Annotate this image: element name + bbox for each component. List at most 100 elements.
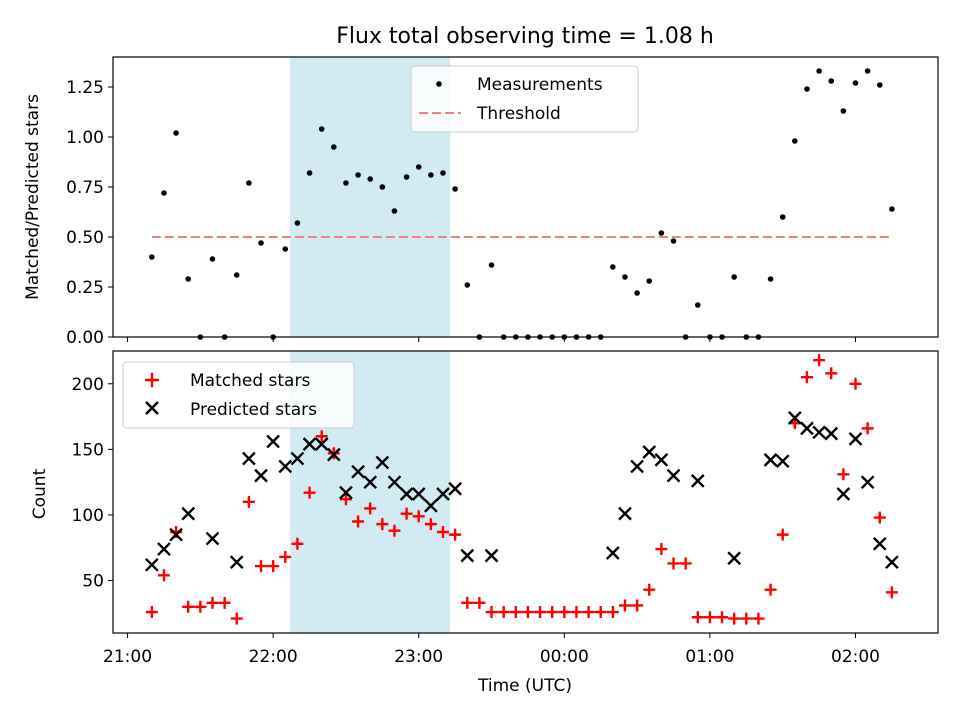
matched-star-point	[473, 596, 486, 609]
predicted-star-point	[860, 475, 875, 490]
predicted-star-point	[424, 498, 438, 513]
predicted-star-point	[763, 453, 778, 467]
top-y-tick-label: 0.00	[66, 328, 104, 348]
matched-star-point	[546, 606, 559, 619]
predicted-star-point	[339, 485, 353, 500]
top-title: Flux total observing time = 1.08 h	[336, 24, 714, 49]
predicted-star-point	[205, 531, 220, 546]
measurement-point	[294, 220, 301, 226]
predicted-star-point	[290, 451, 305, 466]
measurement-point	[258, 240, 264, 246]
matched-star-point	[691, 611, 704, 624]
x-tick-label: 21:00	[103, 647, 152, 667]
top-x-ticks	[127, 337, 856, 342]
top-axes-frame	[112, 56, 939, 338]
matched-star-point	[558, 606, 571, 619]
predicted-star-point	[254, 468, 268, 483]
matched-star-point	[509, 606, 522, 619]
measurement-point	[622, 274, 628, 280]
measurement-point	[852, 80, 859, 86]
matched-star-point	[218, 596, 231, 609]
matched-star-point	[618, 599, 631, 612]
top-legend-box	[410, 65, 639, 133]
predicted-star-point	[302, 437, 317, 451]
matched-star-point	[424, 518, 437, 531]
predicted-star-point	[448, 481, 462, 496]
matched-star-point	[631, 599, 644, 612]
measurement-point	[185, 276, 192, 282]
predicted-star-point	[727, 551, 742, 566]
predicted-star-point	[606, 546, 620, 560]
measurement-point	[670, 238, 677, 244]
predicted-star-point	[436, 487, 450, 501]
matched-star-point	[582, 606, 595, 619]
matched-star-point	[728, 612, 741, 625]
bottom-x-ticks: 21:00 22:00 23:00 00:00 01:00 02:00	[103, 633, 880, 667]
matched-star-point	[716, 611, 729, 624]
matched-stars-points	[145, 354, 898, 625]
matched-star-point	[461, 596, 474, 609]
matched-star-point	[861, 422, 874, 435]
measurement-point	[355, 172, 361, 178]
predicted-star-point	[363, 475, 378, 490]
x-tick-label: 22:00	[249, 647, 298, 667]
predicted-star-point	[630, 459, 644, 474]
x-tick-label: 02:00	[831, 647, 880, 667]
matched-star-point	[400, 507, 413, 520]
top-y-tick-label: 0.25	[66, 278, 104, 298]
legend-matched-label: Matched stars	[190, 371, 310, 391]
matched-star-point	[230, 612, 243, 625]
predicted-star-point	[229, 555, 244, 570]
legend-matched-marker	[145, 373, 159, 387]
legend-predicted-label: Predicted stars	[190, 400, 317, 420]
predicted-star-point	[326, 447, 341, 462]
bottom-axes-frame	[112, 350, 939, 634]
measurement-point	[658, 230, 665, 236]
legend-predicted-marker	[145, 401, 159, 415]
bottom-y-axis-label: Count	[30, 468, 50, 519]
predicted-star-point	[411, 487, 426, 501]
bottom-panel: 50 100 150 200 21:00 22:00 23:00 00:00 01:00 02:…	[30, 350, 939, 696]
predicted-star-point	[157, 542, 171, 556]
predicted-star-point	[278, 459, 293, 474]
x-tick-label: 00:00	[540, 647, 589, 667]
measurement-point	[646, 278, 653, 284]
predicted-star-point	[824, 426, 839, 441]
matched-star-point	[813, 354, 826, 367]
measurement-point	[331, 144, 337, 150]
measurement-point	[306, 170, 313, 176]
measurement-point	[161, 190, 167, 196]
measurement-point	[767, 276, 774, 282]
matched-star-point	[145, 606, 158, 619]
matched-star-point	[412, 510, 425, 523]
matched-star-point	[157, 569, 170, 582]
measurement-point	[246, 180, 252, 186]
measurement-point	[440, 170, 446, 176]
matched-star-point	[485, 606, 498, 619]
measurement-point	[415, 164, 422, 170]
matched-star-point	[837, 468, 850, 481]
top-y-tick-label: 1.25	[66, 78, 104, 98]
matched-star-point	[182, 600, 195, 613]
predicted-stars-points	[144, 411, 899, 572]
measurement-point	[464, 282, 471, 288]
predicted-star-point	[666, 468, 681, 483]
measurement-point	[282, 246, 289, 252]
matched-star-point	[352, 515, 365, 528]
measurement-point	[452, 186, 458, 192]
matched-star-point	[534, 606, 547, 619]
matched-star-point	[800, 371, 813, 384]
matched-star-point	[303, 486, 316, 499]
measurement-point	[149, 254, 155, 260]
bottom-y-ticks: 50 100 150 200	[72, 375, 113, 592]
matched-star-point	[255, 560, 268, 573]
measurement-point	[876, 82, 883, 88]
matched-star-point	[497, 606, 510, 619]
measurement-point	[488, 262, 495, 268]
measurement-point	[343, 180, 349, 186]
matched-star-point	[679, 557, 692, 570]
top-legend: Measurements Threshold	[410, 65, 639, 133]
measurement-point	[610, 264, 616, 270]
predicted-star-point	[375, 455, 390, 470]
matched-star-point	[521, 606, 534, 619]
